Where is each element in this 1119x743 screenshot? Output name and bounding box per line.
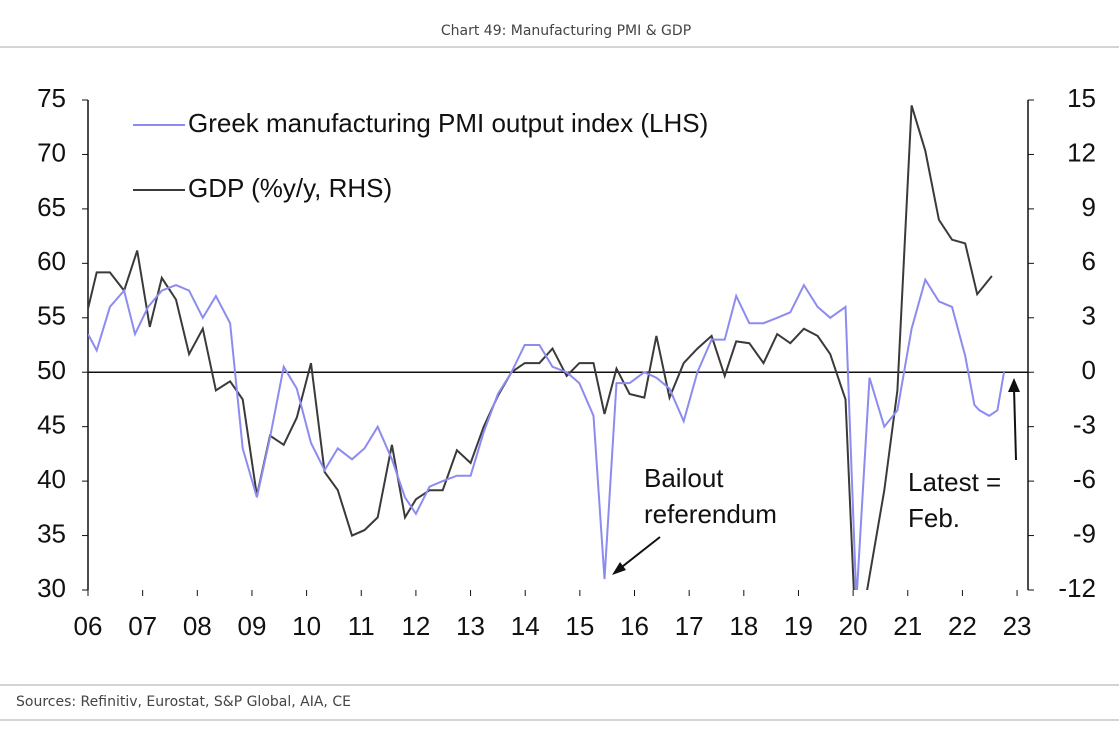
arrow-head (1008, 378, 1020, 392)
x-tick-label: 23 (1003, 611, 1032, 641)
series-line (88, 105, 993, 590)
arrow (617, 536, 661, 571)
x-tick-label: 10 (292, 611, 321, 641)
y2-tick-label: 15 (1067, 83, 1096, 113)
chart-title: Chart 49: Manufacturing PMI & GDP (441, 23, 691, 39)
series-line (88, 277, 1005, 590)
source: Sources: Refinitiv, Eurostat, S&P Global… (16, 694, 351, 710)
x-tick-label: 15 (565, 611, 594, 641)
y-tick-label: 40 (37, 464, 66, 494)
y2-tick-label: -3 (1073, 410, 1096, 440)
x-tick-label: 11 (348, 611, 375, 641)
x-tick-label: 19 (784, 611, 813, 641)
x-tick-label: 12 (401, 611, 430, 641)
annotation: referendum (644, 499, 777, 529)
arrow-head (612, 562, 626, 575)
y-tick-label: 35 (37, 518, 66, 548)
x-tick-label: 17 (675, 611, 704, 641)
y-tick-label: 30 (37, 573, 66, 603)
y2-tick-label: 3 (1082, 301, 1096, 331)
y-tick-label: 65 (37, 192, 66, 222)
y2-tick-label: -12 (1058, 573, 1096, 603)
y2-tick-label: -9 (1073, 518, 1096, 548)
legend-label: GDP (%y/y, RHS) (188, 173, 392, 203)
x-tick-label: 18 (729, 611, 758, 641)
annotation: Feb. (908, 503, 960, 533)
y-tick-label: 70 (37, 137, 66, 167)
x-tick-label: 14 (511, 611, 540, 641)
x-tick-label: 07 (128, 611, 157, 641)
x-tick-label: 08 (183, 611, 212, 641)
y-tick-label: 60 (37, 246, 66, 276)
y2-tick-label: 12 (1067, 137, 1096, 167)
legend-label: Greek manufacturing PMI output index (LH… (188, 108, 708, 138)
y2-tick-label: 0 (1082, 355, 1096, 385)
x-tick-label: 22 (948, 611, 977, 641)
x-tick-label: 21 (893, 611, 922, 641)
y-tick-label: 55 (37, 301, 66, 331)
arrow (1013, 387, 1017, 461)
y-tick-label: 75 (37, 83, 66, 113)
y2-tick-label: 9 (1082, 192, 1096, 222)
annotation: Bailout (644, 463, 724, 493)
x-tick-label: 16 (620, 611, 649, 641)
x-tick-label: 06 (74, 611, 103, 641)
y-tick-label: 45 (37, 410, 66, 440)
annotation: Latest = (908, 467, 1001, 497)
y2-tick-label: -6 (1073, 464, 1096, 494)
x-tick-label: 20 (839, 611, 868, 641)
plot-area (88, 105, 1005, 590)
x-tick-label: 13 (456, 611, 485, 641)
y-tick-label: 50 (37, 355, 66, 385)
x-tick-label: 09 (237, 611, 266, 641)
y2-tick-label: 6 (1082, 246, 1096, 276)
